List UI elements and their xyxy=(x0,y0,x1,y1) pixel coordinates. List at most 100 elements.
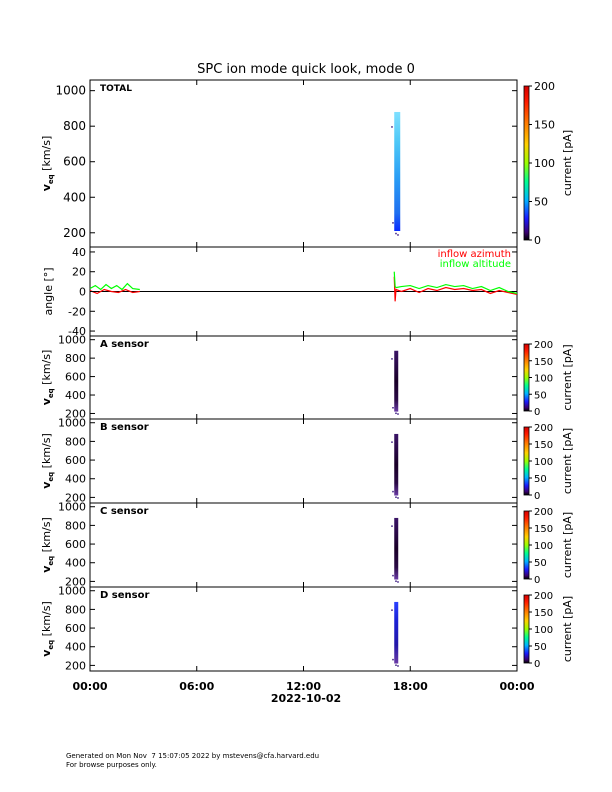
spectrogram-point xyxy=(392,574,394,577)
colorbar-tick-label: 150 xyxy=(534,524,553,535)
y-tick-label: 600 xyxy=(65,371,86,384)
y-tick-label: 400 xyxy=(65,389,86,402)
colorbar-tick-label: 0 xyxy=(534,491,540,502)
colorbar-tick-label: 100 xyxy=(534,457,553,468)
legend-entry: inflow azimuth xyxy=(438,249,511,260)
y-axis-label: angle [°] xyxy=(42,267,55,315)
x-tick-label: 06:00 xyxy=(179,680,214,693)
series-line-azimuth xyxy=(393,276,518,302)
y-axis-label: veq [km/s] xyxy=(40,433,55,489)
y-tick-label: 200 xyxy=(65,491,86,504)
spectrogram-point xyxy=(397,665,399,667)
legend-entry: inflow altitude xyxy=(440,259,511,270)
colorbar-tick-label: 0 xyxy=(534,407,540,418)
panel-label: C sensor xyxy=(100,506,148,517)
y-axis-label: veq [km/s] xyxy=(40,517,55,573)
spectrogram-point xyxy=(391,126,393,128)
spectrogram-column xyxy=(394,601,399,664)
figure-title: SPC ion mode quick look, mode 0 xyxy=(197,62,415,77)
y-axis-label: veq [km/s] xyxy=(40,136,55,192)
y-tick-label: 400 xyxy=(63,190,86,204)
spectrogram-point xyxy=(391,358,393,360)
colorbar-tick-label: 100 xyxy=(534,374,553,385)
colorbar-tick-label: 50 xyxy=(534,642,547,653)
colorbar-tick-label: 200 xyxy=(534,340,553,351)
colorbar-tick-label: 100 xyxy=(534,541,553,552)
colorbar xyxy=(523,426,530,496)
spectrogram-point xyxy=(395,664,397,666)
spectrogram-point xyxy=(391,609,393,611)
y-tick-label: 200 xyxy=(65,659,86,672)
y-tick-label: 800 xyxy=(65,352,86,365)
colorbar-label: current [pA] xyxy=(561,344,574,410)
colorbar-tick-label: 100 xyxy=(534,157,555,170)
spectrogram-column xyxy=(394,433,399,496)
panel-frame xyxy=(89,418,518,504)
y-tick-label: 800 xyxy=(63,119,86,133)
y-tick-label: 1000 xyxy=(55,84,86,98)
y-tick-label: 600 xyxy=(65,622,86,635)
panel-frame xyxy=(89,586,518,672)
spectrogram-point xyxy=(392,490,394,493)
series-line-altitude xyxy=(393,271,518,295)
spectrogram-point xyxy=(392,222,394,224)
x-axis-date-label: 2022-10-02 xyxy=(271,692,341,705)
y-tick-label: 0 xyxy=(79,286,86,299)
spectrogram-point xyxy=(397,581,399,583)
spectrogram-point xyxy=(397,234,399,236)
colorbar-tick-label: 50 xyxy=(534,196,548,209)
colorbar-label: current [pA] xyxy=(561,512,574,578)
spectrogram-point xyxy=(392,407,394,409)
panel-label: B sensor xyxy=(100,422,149,433)
panel-frame xyxy=(89,79,518,248)
panel-frame xyxy=(89,502,518,588)
y-tick-label: 40 xyxy=(72,246,86,259)
colorbar-label: current [pA] xyxy=(561,596,574,662)
series-line-azimuth xyxy=(89,288,140,295)
colorbar-tick-label: 200 xyxy=(534,507,553,518)
colorbar-tick-label: 200 xyxy=(534,591,553,602)
spectrogram-point xyxy=(395,412,397,415)
spectrogram-column xyxy=(394,517,399,580)
colorbar-tick-label: 0 xyxy=(534,659,540,670)
y-axis-label: veq [km/s] xyxy=(40,601,55,657)
y-tick-label: -20 xyxy=(68,305,86,318)
y-tick-label: 1000 xyxy=(58,417,86,430)
colorbar-label: current [pA] xyxy=(561,130,574,196)
series-line-altitude xyxy=(89,282,140,291)
colorbar xyxy=(523,594,530,664)
x-axis: 2022-10-02 00:00 06:00 12:00 18:00 00:00 xyxy=(72,680,534,705)
spectrogram-column xyxy=(394,111,401,232)
y-tick-label: 200 xyxy=(65,407,86,420)
y-tick-label: -40 xyxy=(68,325,86,338)
y-tick-label: 400 xyxy=(65,641,86,654)
spectrogram-point xyxy=(395,496,397,498)
y-tick-label: 800 xyxy=(65,435,86,448)
y-tick-label: 20 xyxy=(72,266,86,279)
footer-browse-note: For browse purposes only. xyxy=(66,761,157,769)
panel-frame xyxy=(89,335,518,420)
colorbar-tick-label: 200 xyxy=(534,423,553,434)
y-tick-label: 1000 xyxy=(58,334,86,347)
y-tick-label: 200 xyxy=(65,575,86,588)
panel-label: D sensor xyxy=(100,590,149,601)
colorbar-label: current [pA] xyxy=(561,428,574,494)
y-tick-label: 400 xyxy=(65,473,86,486)
colorbar xyxy=(523,85,530,241)
colorbar-tick-label: 50 xyxy=(534,558,547,569)
y-tick-label: 800 xyxy=(65,603,86,616)
spectrogram-column xyxy=(394,350,399,412)
y-tick-label: 1000 xyxy=(58,501,86,514)
y-tick-label: 200 xyxy=(63,226,86,240)
colorbar-tick-label: 150 xyxy=(534,119,555,132)
x-tick-label: 00:00 xyxy=(72,680,107,693)
spectrogram-point xyxy=(397,413,399,415)
panel-label: TOTAL xyxy=(100,84,132,94)
y-tick-label: 600 xyxy=(65,454,86,467)
spectrogram-point xyxy=(392,658,394,661)
colorbar-tick-label: 0 xyxy=(534,575,540,586)
colorbar-tick-label: 150 xyxy=(534,440,553,451)
